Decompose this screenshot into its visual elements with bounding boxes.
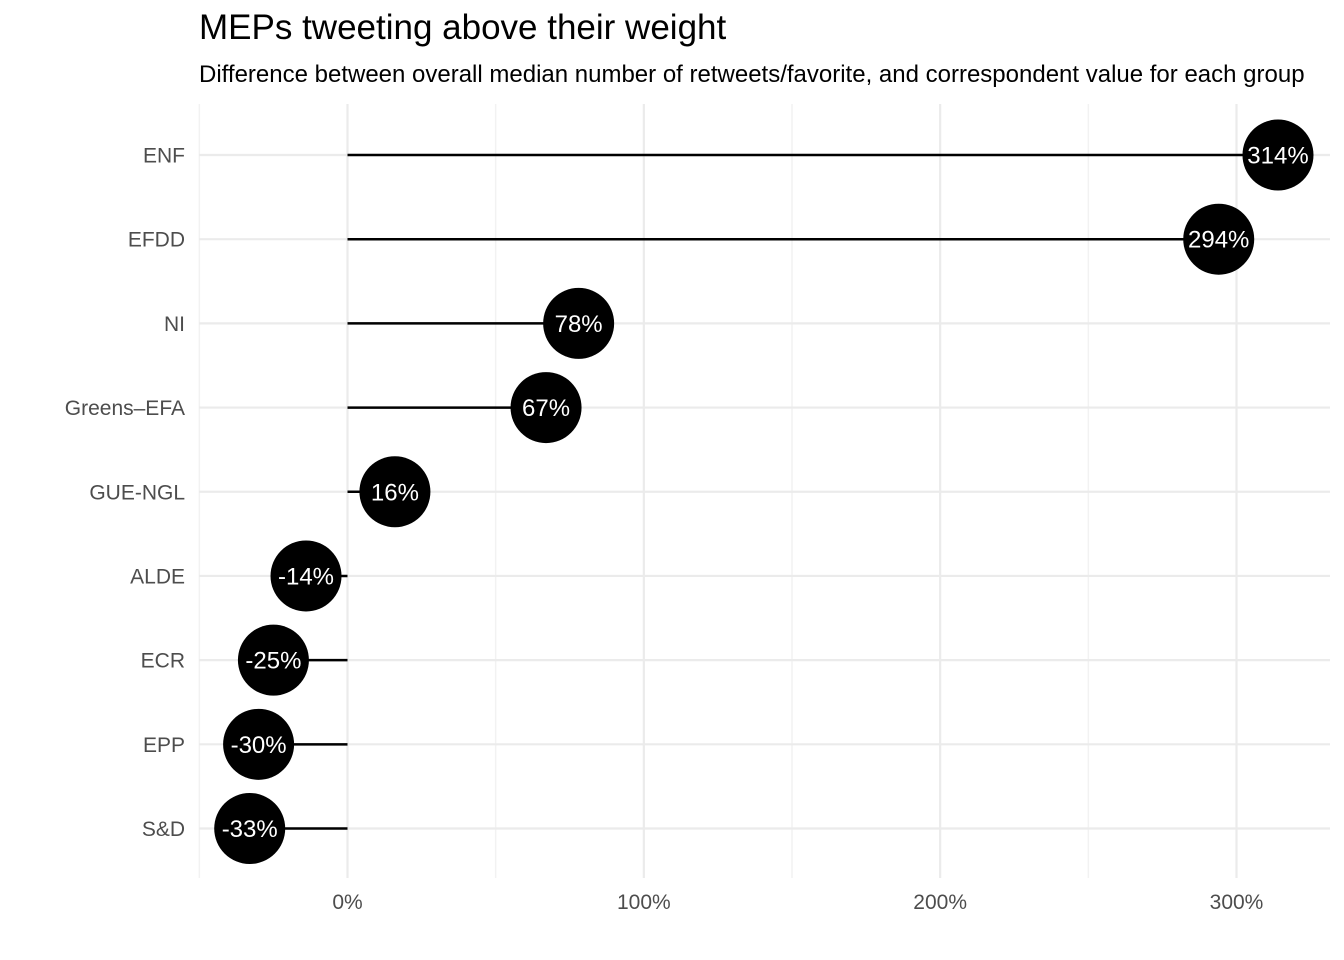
- chart-subtitle: Difference between overall median number…: [199, 61, 1305, 88]
- data-label: -25%: [245, 648, 301, 675]
- data-label: 294%: [1188, 227, 1249, 254]
- data-label: -14%: [278, 563, 334, 590]
- lollipop-point: [543, 287, 615, 359]
- lollipop-point: [223, 708, 295, 780]
- y-tick-label: S&D: [142, 818, 185, 841]
- x-axis-ticks: 0% 100% 200% 300%: [332, 891, 1263, 914]
- lollipop-point: [270, 540, 342, 612]
- x-tick-label: 300%: [1210, 891, 1264, 914]
- y-tick-label: GUE-NGL: [89, 481, 185, 504]
- lollipop-point: [1183, 203, 1255, 275]
- y-tick-label: EFDD: [128, 229, 185, 252]
- lollipop-point: [510, 372, 582, 444]
- y-tick-label: ECR: [141, 650, 185, 673]
- bubbles: 314% 294% 78% 67% 16% -14% -25% -30% -33%: [214, 119, 1314, 864]
- y-tick-label: Greens–EFA: [65, 397, 185, 420]
- y-tick-label: ALDE: [130, 565, 185, 588]
- data-label: 16%: [371, 479, 419, 506]
- x-tick-label: 100%: [617, 891, 671, 914]
- y-axis-ticks: ENF EFDD NI Greens–EFA GUE-NGL ALDE ECR EPP S&D: [65, 145, 185, 842]
- chart-title: MEPs tweeting above their weight: [199, 8, 727, 47]
- data-label: -33%: [222, 816, 278, 843]
- lollipop-point: [237, 624, 309, 696]
- data-label: 314%: [1247, 143, 1308, 170]
- y-tick-label: EPP: [143, 734, 185, 757]
- data-label: -30%: [231, 732, 287, 759]
- data-label: 78%: [555, 311, 603, 338]
- segments: [249, 153, 1278, 830]
- data-label: 67%: [522, 395, 570, 422]
- lollipop-point: [1242, 119, 1314, 191]
- y-tick-label: ENF: [143, 145, 185, 168]
- y-tick-label: NI: [164, 313, 185, 336]
- x-tick-label: 0%: [332, 891, 362, 914]
- lollipop-point: [214, 793, 286, 864]
- x-tick-label: 200%: [913, 891, 967, 914]
- grid: [198, 104, 1330, 878]
- lollipop-point: [359, 456, 431, 528]
